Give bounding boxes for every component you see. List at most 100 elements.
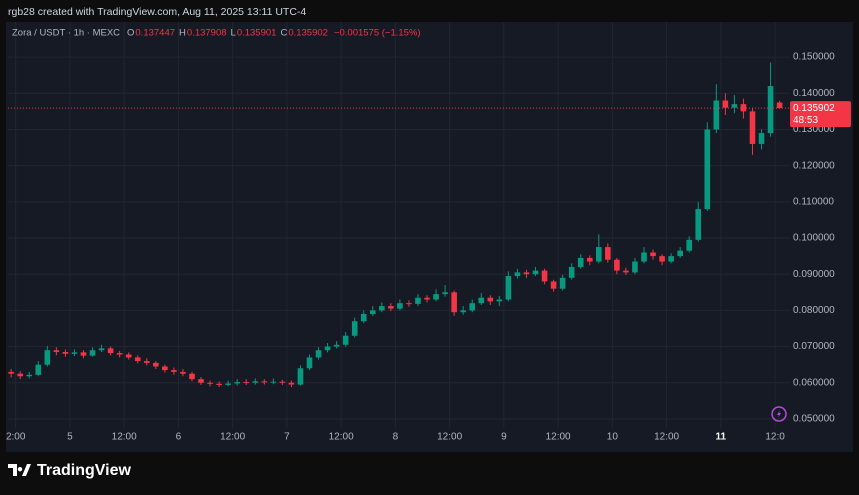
candle-body — [379, 306, 385, 311]
candle-body — [415, 297, 421, 304]
candle-body — [776, 102, 783, 109]
candle-body — [116, 353, 123, 355]
candle-body — [650, 252, 656, 257]
candle-body — [369, 310, 376, 315]
attribution: rgb28 created with TradingView.com, Aug … — [8, 6, 306, 18]
candle-body — [388, 306, 394, 309]
ohlc-value: 0.135901 — [237, 28, 277, 39]
candle-body — [297, 368, 304, 385]
candle-body — [162, 366, 168, 371]
candle-body — [80, 352, 87, 356]
candle-body — [216, 383, 222, 385]
brand-name: TradingView — [37, 462, 132, 479]
candle-body — [595, 247, 602, 262]
x-tick-label: 12:00 — [654, 432, 679, 443]
y-tick-label: 0.050000 — [793, 414, 835, 425]
y-tick-label: 0.110000 — [793, 196, 834, 207]
candle-body — [731, 104, 738, 108]
countdown: 48:53 — [793, 115, 818, 126]
candle-body — [433, 294, 439, 300]
x-tick-label: 6 — [176, 432, 182, 443]
candle-body — [487, 297, 494, 302]
candle-body — [523, 272, 530, 275]
candle-body — [171, 370, 177, 372]
ohlc-key: H — [179, 28, 186, 39]
candle-body — [333, 344, 340, 347]
ohlc-header: O 0.137447 H 0.137908 L 0.135901 C 0.135902 −0.0… — [127, 28, 421, 39]
candle-body — [758, 133, 765, 144]
x-tick-label: 9 — [501, 432, 507, 443]
y-tick-label: 0.130000 — [793, 124, 835, 135]
logo-icon — [8, 464, 31, 476]
x-tick-label: 12:00 — [329, 432, 354, 443]
candle-body — [288, 382, 295, 385]
change: −0.001575 (−1.15%) — [334, 28, 421, 39]
y-tick-label: 0.080000 — [793, 305, 835, 316]
x-tick-label: 8 — [393, 432, 399, 443]
candle-body — [98, 348, 105, 351]
lightning-icon — [771, 406, 787, 422]
candle-body — [496, 299, 503, 302]
x-tick-label: 12:0 — [765, 432, 785, 443]
candle-body — [397, 303, 403, 309]
plot: 0.050000 0.060000 0.070000 0.080000 0.090000… — [6, 22, 851, 443]
y-tick-label: 0.140000 — [793, 88, 835, 99]
y-tick-label: 0.060000 — [793, 377, 835, 388]
candle-body — [243, 382, 250, 384]
symbol: Zora / USDT · 1h · MEXC — [12, 28, 120, 39]
last-price-label: 0.135902 — [793, 103, 835, 114]
x-tick-label: 12:00 — [220, 432, 245, 443]
x-tick-label: 11 — [716, 432, 727, 443]
candle-body — [632, 261, 638, 273]
ohlc-key: L — [231, 28, 236, 39]
x-tick-label: 10 — [607, 432, 619, 443]
candle-body — [614, 259, 620, 271]
candle-body — [460, 310, 466, 313]
candle-body — [514, 272, 521, 277]
candle-body — [451, 292, 457, 313]
candle-body — [568, 266, 575, 278]
candle-body — [306, 357, 313, 369]
candle-body — [234, 382, 240, 384]
candle-body — [71, 352, 78, 354]
candle-body — [153, 362, 159, 367]
candle-body — [641, 252, 647, 262]
candle-body — [107, 348, 114, 354]
x-tick-label: 2:00 — [6, 432, 26, 443]
candle-body — [225, 383, 231, 385]
candle-body — [279, 381, 286, 383]
candle-body — [44, 350, 51, 365]
y-tick-label: 0.120000 — [793, 160, 835, 171]
last-price-box — [790, 101, 851, 128]
candle-body — [315, 350, 322, 358]
candle-body — [686, 239, 693, 251]
icon-ring — [771, 406, 787, 422]
ohlc-value: 0.137908 — [187, 28, 227, 39]
y-tick-label: 0.150000 — [793, 52, 835, 63]
candle-body — [659, 256, 665, 262]
candle-body — [8, 371, 14, 374]
y-tick-label: 0.100000 — [793, 233, 835, 244]
candle-body — [189, 373, 195, 380]
candle-body — [324, 346, 331, 351]
candle-body — [134, 357, 141, 362]
candle-body — [668, 256, 674, 262]
candle-body — [605, 247, 611, 260]
candle-body — [270, 381, 277, 383]
candle-body — [252, 381, 259, 383]
candle-body — [89, 350, 96, 356]
brand-logo: TradingView — [8, 462, 132, 479]
candle-body — [541, 270, 548, 282]
candle-body — [577, 257, 584, 267]
candle-body — [550, 281, 557, 289]
y-tick-label: 0.090000 — [793, 269, 835, 280]
candle-body — [180, 371, 186, 374]
candle-body — [17, 373, 24, 377]
candle-body — [406, 303, 412, 305]
candle-body — [713, 100, 720, 130]
candle-body — [478, 297, 485, 304]
candle-body — [261, 381, 268, 383]
candle-body — [695, 209, 702, 240]
